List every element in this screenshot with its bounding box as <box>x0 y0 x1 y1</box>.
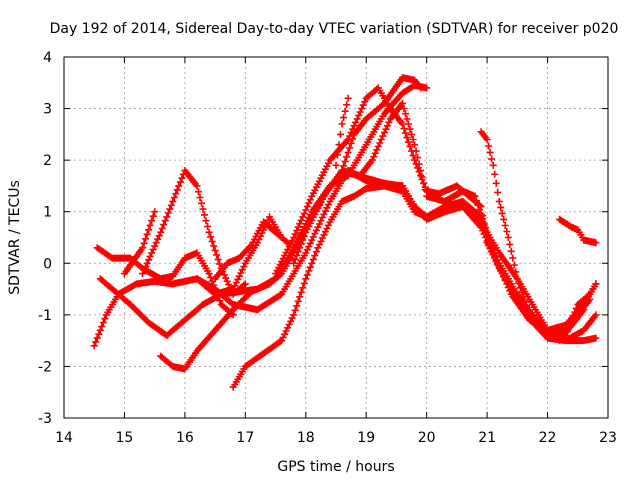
series-track-14 <box>193 213 286 298</box>
series-layer <box>90 74 600 391</box>
x-tick-label: 19 <box>357 430 375 446</box>
x-tick-label: 22 <box>539 430 557 446</box>
series-markers <box>193 213 286 298</box>
series-track-8 <box>332 94 352 169</box>
series-track-15 <box>556 215 600 247</box>
y-tick-label: -2 <box>38 359 52 375</box>
series-markers <box>556 215 600 247</box>
y-tick-label: 4 <box>43 50 52 66</box>
y-tick-label: -3 <box>38 411 52 427</box>
x-tick-label: 23 <box>599 430 617 446</box>
x-tick-label: 15 <box>116 430 134 446</box>
y-tick-label: 2 <box>43 153 52 169</box>
x-tick-label: 17 <box>236 430 254 446</box>
series-markers <box>477 128 558 339</box>
series-markers <box>96 81 431 339</box>
x-tick-label: 21 <box>478 430 496 446</box>
series-markers <box>120 208 159 278</box>
series-track-7 <box>338 74 425 174</box>
series-markers <box>544 280 600 339</box>
y-tick-label: 3 <box>43 102 52 118</box>
series-track-9 <box>477 128 558 339</box>
series-track-4 <box>96 81 431 339</box>
series-track-16 <box>544 280 600 339</box>
plot-frame <box>63 56 609 419</box>
series-track-11 <box>120 208 159 278</box>
y-tick-label: 0 <box>43 256 52 272</box>
x-axis-label: GPS time / hours <box>277 459 394 475</box>
series-markers <box>332 94 352 169</box>
x-tick-label: 18 <box>297 430 315 446</box>
x-tick-label: 16 <box>176 430 194 446</box>
series-markers <box>338 74 425 174</box>
series-markers <box>90 167 600 350</box>
series-markers <box>290 99 588 345</box>
chart-title: Day 192 of 2014, Sidereal Day-to-day VTE… <box>50 21 619 37</box>
series-track-6 <box>290 99 588 345</box>
series-track-1 <box>90 167 600 350</box>
x-tick-label: 20 <box>418 430 436 446</box>
y-tick-label: 1 <box>43 205 52 221</box>
x-tick-label: 14 <box>55 430 73 446</box>
y-tick-label: -1 <box>38 308 52 324</box>
y-axis-label: SDTVAR / TECUs <box>7 180 23 295</box>
